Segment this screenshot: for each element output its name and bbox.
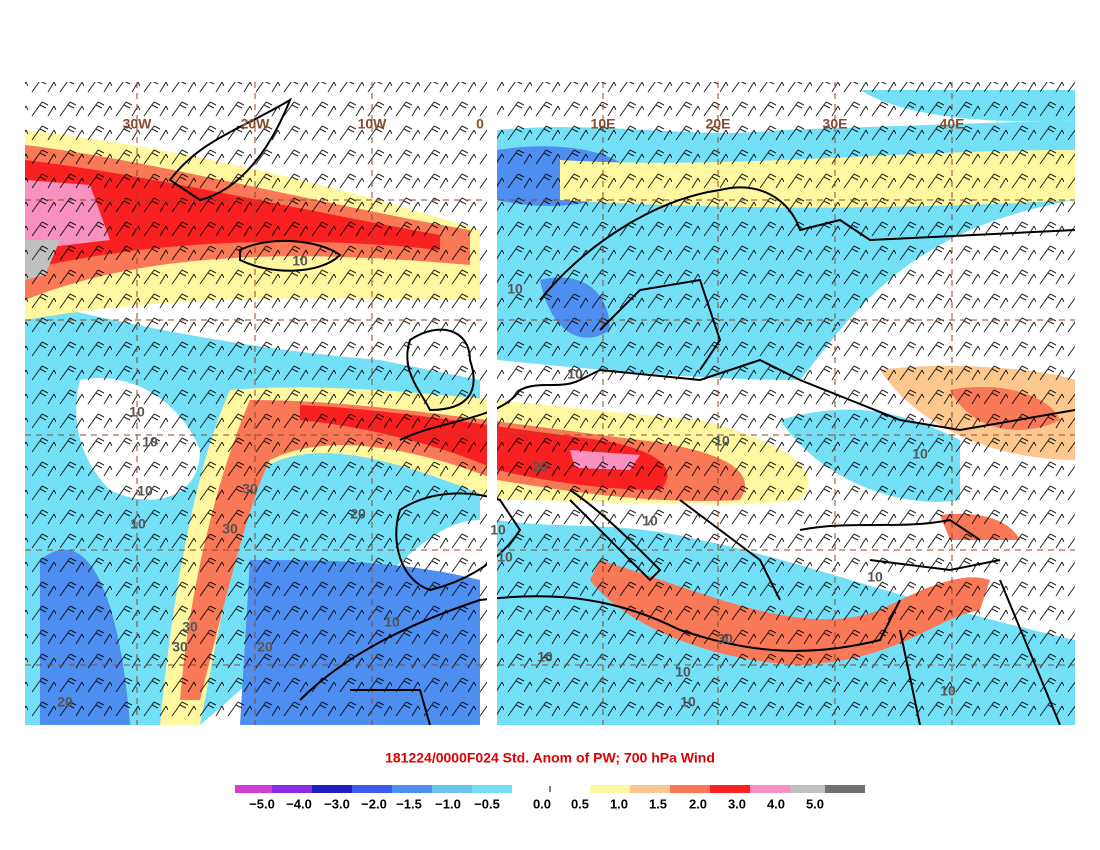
color-legend: −5.0 −4.0 −3.0 −2.0 −1.5 −1.0 −0.5 0.0 0.5 1.0 1.5… (235, 785, 865, 811)
contour-label: 20 (532, 459, 548, 475)
contour-labels: 10 10 10 10 10 10 10 20 20 30 30 30 30 20 10 10 10 10 10 10… (57, 253, 956, 710)
contour-label: 10 (537, 649, 553, 665)
british-isles (406, 328, 475, 412)
mediterranean-coasts (569, 489, 1001, 601)
contour-label: 10 (137, 483, 153, 499)
legend-label: 5.0 (806, 796, 824, 811)
legend-swatch (432, 785, 472, 793)
legend-swatch (392, 785, 432, 793)
contour-label: 10 (129, 404, 145, 420)
scandinavia (539, 186, 1075, 371)
legend-swatch (670, 785, 710, 793)
contour-label: 10 (142, 434, 158, 450)
contour-label: 10 (507, 281, 523, 297)
contour-label: 10 (292, 253, 308, 269)
data-seam (487, 82, 497, 725)
legend-swatch (352, 785, 392, 793)
legend-label: −1.5 (396, 796, 422, 811)
wind-barbs (25, 82, 1075, 725)
contour-label: 30 (222, 521, 238, 537)
legend-label: −1.0 (435, 796, 461, 811)
contour-label: 30 (717, 631, 733, 647)
legend-label: 0.0 (533, 796, 551, 811)
legend-label: 3.0 (728, 796, 746, 811)
contour-label: 20 (57, 694, 73, 710)
contour-label: 10 (130, 516, 146, 532)
legend-swatch (750, 785, 790, 793)
legend-label: 1.5 (649, 796, 667, 811)
longitude-label: 40E (940, 116, 965, 132)
longitude-label: 30W (123, 116, 153, 132)
legend-label: 4.0 (767, 796, 785, 811)
north-africa (299, 595, 901, 701)
legend-swatch (272, 785, 312, 793)
contour-label: 10 (714, 433, 730, 449)
legend-swatch (472, 785, 512, 793)
iberia (395, 492, 522, 592)
legend-label: −0.5 (474, 796, 500, 811)
legend-swatch (235, 785, 272, 793)
legend-label: −3.0 (324, 796, 350, 811)
longitude-label: 20W (241, 116, 271, 132)
graticule (25, 82, 1075, 725)
longitude-label: 20E (706, 116, 731, 132)
borders (350, 579, 1061, 725)
legend-swatch (512, 785, 590, 793)
contour-label: 30 (242, 481, 258, 497)
longitude-label: 10E (591, 116, 616, 132)
legend-label: 1.0 (610, 796, 628, 811)
map-panel: 30W 20W 10W 0 10E 20E 30E 40E 10 10 10 10 10 10 10 20 2… (25, 82, 1075, 725)
legend-label: −2.0 (361, 796, 387, 811)
legend-label: 2.0 (689, 796, 707, 811)
contour-label: 10 (490, 522, 506, 538)
longitude-label: 30E (823, 116, 848, 132)
map-title: 181224/0000F024 Std. Anom of PW; 700 hPa… (385, 750, 715, 766)
longitude-label: 10W (358, 116, 388, 132)
legend-swatch (590, 785, 630, 793)
contour-label: 30 (172, 639, 188, 655)
contour-label: 10 (867, 569, 883, 585)
contour-label: 20 (257, 639, 273, 655)
legend-swatch (825, 785, 865, 793)
contour-label: 10 (940, 683, 956, 699)
contour-label: 30 (182, 619, 198, 635)
legend-label: 0.5 (571, 796, 589, 811)
europe-north-coast (399, 358, 1075, 441)
greenland (168, 97, 293, 202)
legend-label: −4.0 (286, 796, 312, 811)
contour-label: 10 (642, 513, 658, 529)
legend-label: −5.0 (249, 796, 275, 811)
legend-swatch (710, 785, 750, 793)
contour-label: 10 (497, 549, 513, 565)
longitude-labels: 30W 20W 10W 0 10E 20E 30E 40E (123, 116, 965, 132)
legend-swatch (312, 785, 352, 793)
contour-label: 20 (350, 506, 366, 522)
legend-swatch (630, 785, 670, 793)
contour-label: 10 (384, 614, 400, 630)
longitude-label: 0 (476, 116, 484, 132)
contour-label: 10 (675, 664, 691, 680)
contour-label: 10 (680, 694, 696, 710)
legend-swatch (790, 785, 825, 793)
coastlines (168, 97, 1075, 725)
contour-label: 10 (912, 446, 928, 462)
iceland (239, 240, 342, 272)
contour-label: 10 (567, 366, 583, 382)
